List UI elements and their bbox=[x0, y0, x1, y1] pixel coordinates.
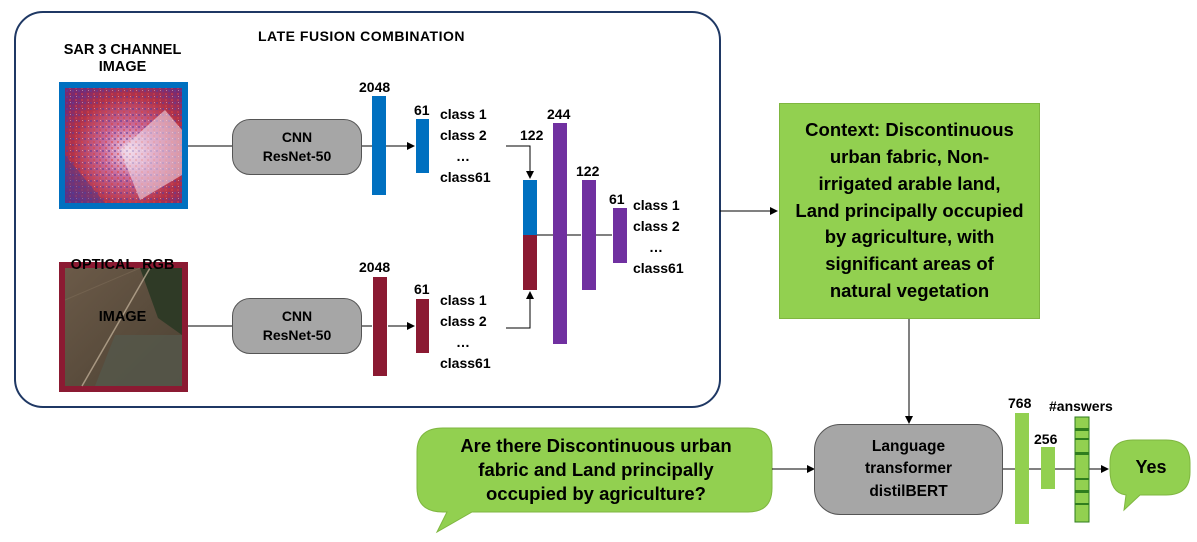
head-dim2-label: 256 bbox=[1034, 431, 1058, 447]
cnn-resnet-optical-node: CNN ResNet-50 bbox=[232, 298, 362, 354]
dense-bar-122 bbox=[582, 180, 596, 290]
language-transformer-node: Language transformer distilBERT bbox=[814, 424, 1003, 515]
fused-bar-sar-half bbox=[523, 180, 537, 235]
sar-class-bar-61 bbox=[416, 119, 429, 173]
opt-class-bar-61 bbox=[416, 299, 429, 353]
head-bar-768 bbox=[1015, 413, 1029, 524]
question-text: Are there Discontinuous urban fabric and… bbox=[460, 434, 732, 505]
answers-bar bbox=[1074, 416, 1090, 523]
sar-class-dim-label: 61 bbox=[414, 102, 430, 118]
answer-bubble bbox=[1109, 439, 1191, 512]
dense1-dim-label: 244 bbox=[547, 106, 571, 122]
cnn-resnet-sar-node: CNN ResNet-50 bbox=[232, 119, 362, 175]
sar-image-label: SAR 3 CHANNEL IMAGE bbox=[63, 42, 182, 76]
opt-feature-bar-2048 bbox=[373, 277, 387, 376]
dense-bar-244 bbox=[553, 123, 567, 344]
dense2-dim-label: 122 bbox=[576, 163, 600, 179]
answer-text: Yes bbox=[1135, 457, 1167, 477]
output-class-list: class 1 class 2 … class61 bbox=[633, 197, 684, 276]
late-fusion-frame bbox=[14, 11, 721, 408]
opt-class-list: class 1 class 2 … class61 bbox=[440, 292, 491, 371]
dense3-dim-label: 61 bbox=[609, 191, 625, 207]
sar-feature-dim-label: 2048 bbox=[359, 79, 391, 95]
sar-image bbox=[59, 82, 188, 209]
optical-image-label: OPTICAL RGB IMAGE bbox=[70, 256, 175, 325]
opt-feature-dim-label: 2048 bbox=[359, 259, 391, 275]
fused-bar-opt-half bbox=[523, 235, 537, 290]
fused-dim-label: 122 bbox=[520, 127, 544, 143]
head-dim1-label: 768 bbox=[1008, 395, 1032, 411]
late-fusion-title: LATE FUSION COMBINATION bbox=[258, 28, 465, 44]
dense-bar-61 bbox=[613, 208, 627, 263]
question-bubble bbox=[416, 427, 773, 534]
head-bar-256 bbox=[1041, 447, 1055, 489]
opt-class-dim-label: 61 bbox=[414, 281, 430, 297]
sar-class-list: class 1 class 2 … class61 bbox=[440, 106, 491, 185]
context-box: Context: Discontinuous urban fabric, Non… bbox=[779, 103, 1040, 319]
answers-label: #answers bbox=[1049, 398, 1113, 414]
sar-feature-bar-2048 bbox=[372, 96, 386, 195]
optical-image bbox=[59, 262, 188, 392]
